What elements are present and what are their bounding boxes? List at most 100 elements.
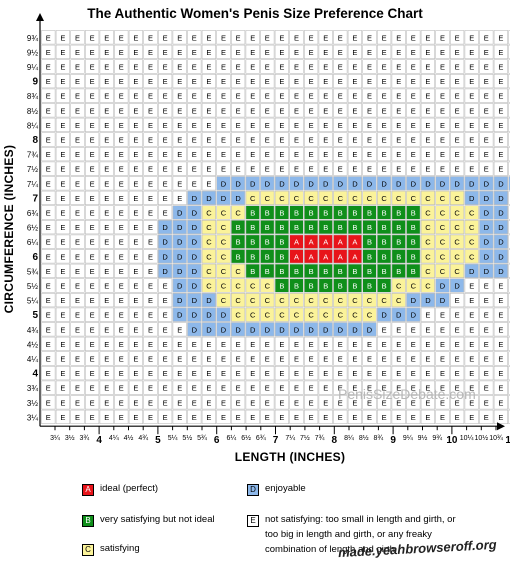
heatmap-cell [245, 336, 260, 352]
heatmap-cell-label: E [323, 33, 328, 42]
heatmap-cell [464, 292, 479, 308]
heatmap-cell [245, 380, 260, 395]
heatmap-cell [128, 220, 144, 235]
heatmap-cell-label: D [396, 179, 402, 188]
heatmap-cell [231, 205, 246, 220]
heatmap-cell [143, 395, 158, 410]
heatmap-cell [128, 234, 144, 249]
heatmap-cell-label: B [411, 209, 416, 218]
heatmap-cell-label: E [46, 355, 51, 364]
heatmap-cell-label: E [323, 413, 328, 422]
heatmap-cell [99, 176, 114, 191]
heatmap-cell-label: A [352, 238, 357, 247]
heatmap-cell-label: E [60, 325, 65, 334]
heatmap-cell [216, 59, 231, 74]
heatmap-cell [85, 351, 100, 366]
heatmap-cell-label: E [250, 165, 255, 174]
heatmap-cell-label: E [469, 106, 474, 115]
heatmap-cell [420, 147, 436, 162]
heatmap-cell-label: E [75, 92, 80, 101]
heatmap-cell-label: D [498, 238, 504, 247]
heatmap-cell [201, 30, 217, 45]
heatmap-cell [260, 220, 275, 235]
heatmap-cell-label: C [454, 223, 460, 232]
heatmap-cell [114, 249, 129, 264]
heatmap-cell-label: E [206, 121, 211, 130]
heatmap-cell [391, 336, 406, 352]
heatmap-cell [114, 307, 129, 322]
y-tick-label: 8¾ [27, 92, 38, 101]
heatmap-cell [362, 292, 377, 308]
heatmap-cell [376, 30, 392, 45]
heatmap-cell-label: E [498, 413, 503, 422]
heatmap-cell-label: B [323, 267, 328, 276]
heatmap-cell [362, 249, 377, 264]
heatmap-cell [70, 176, 85, 191]
heatmap-cell-label: E [221, 106, 226, 115]
heatmap-cell [376, 88, 392, 103]
heatmap-cell-label: E [323, 63, 328, 72]
heatmap-cell [201, 263, 217, 279]
heatmap-cell [376, 132, 392, 147]
heatmap-cell-label: E [250, 150, 255, 159]
heatmap-cell-label: C [265, 282, 271, 291]
heatmap-cell [479, 409, 494, 425]
heatmap-cell-label: E [46, 398, 51, 407]
heatmap-cell [114, 59, 129, 74]
heatmap-cell-label: E [75, 223, 80, 232]
heatmap-cell-label: E [484, 369, 489, 378]
heatmap-cell [318, 88, 333, 103]
heatmap-cell-label: E [221, 413, 226, 422]
heatmap-cell-label: C [279, 194, 285, 203]
heatmap-cell-label: C [206, 252, 212, 261]
heatmap-cell-label: E [250, 340, 255, 349]
heatmap-cell [391, 117, 406, 132]
heatmap-cell-label: C [250, 282, 256, 291]
heatmap-cell [435, 322, 450, 337]
heatmap-cell [479, 263, 494, 279]
heatmap-cell [303, 103, 319, 118]
heatmap-cell-label: E [411, 413, 416, 422]
heatmap-cell-label: E [279, 77, 284, 86]
heatmap-cell [493, 278, 509, 293]
heatmap-cell-label: B [309, 209, 314, 218]
heatmap-cell-label: E [236, 33, 241, 42]
heatmap-cell-label: E [396, 106, 401, 115]
heatmap-cell-label: E [148, 121, 153, 130]
heatmap-cell [187, 88, 202, 103]
heatmap-cell [128, 263, 144, 279]
heatmap-cell-label: E [455, 369, 460, 378]
heatmap-cell-label: E [148, 77, 153, 86]
heatmap-cell [114, 234, 129, 249]
heatmap-cell-label: B [411, 267, 416, 276]
heatmap-cell [55, 292, 70, 308]
heatmap-cell [376, 249, 392, 264]
heatmap-cell-label: E [60, 296, 65, 305]
heatmap-cell [347, 205, 363, 220]
heatmap-cell-label: E [455, 136, 460, 145]
heatmap-cell-label: E [104, 369, 109, 378]
heatmap-cell [55, 190, 70, 206]
heatmap-cell-label: E [382, 369, 387, 378]
heatmap-cell-label: E [469, 311, 474, 320]
heatmap-cell-label: E [75, 106, 80, 115]
heatmap-cell [172, 351, 187, 366]
heatmap-cell [172, 147, 187, 162]
heatmap-cell [464, 74, 479, 89]
heatmap-cell-label: E [440, 165, 445, 174]
y-tick-label: 7½ [27, 165, 38, 174]
heatmap-cell [245, 234, 260, 249]
heatmap-cell [55, 336, 70, 352]
heatmap-cell [114, 409, 129, 425]
heatmap-cell [274, 307, 290, 322]
heatmap-cell-label: E [425, 165, 430, 174]
heatmap-cell-label: E [265, 106, 270, 115]
heatmap-cell [70, 117, 85, 132]
heatmap-cell [435, 132, 450, 147]
heatmap-cell [347, 249, 363, 264]
heatmap-cell-label: A [294, 252, 299, 261]
heatmap-cell-label: E [265, 48, 270, 57]
heatmap-cell [274, 380, 290, 395]
heatmap-cell-label: E [75, 384, 80, 393]
heatmap-cell-label: E [163, 340, 168, 349]
